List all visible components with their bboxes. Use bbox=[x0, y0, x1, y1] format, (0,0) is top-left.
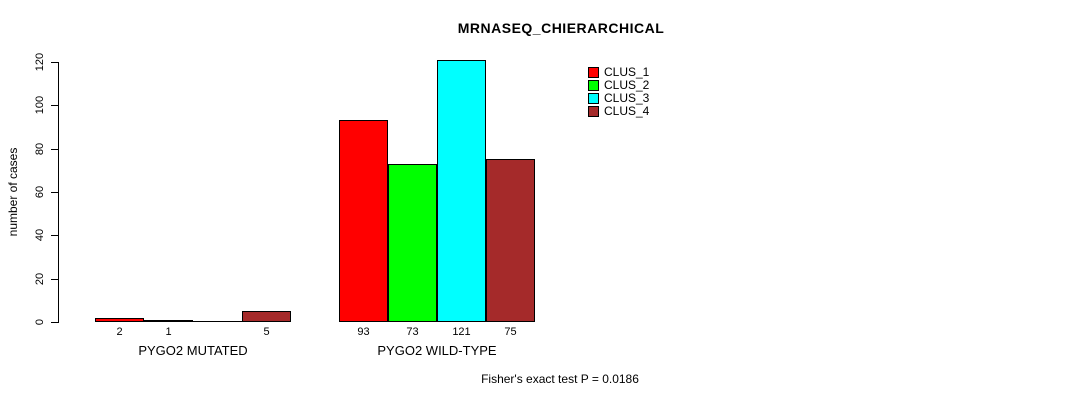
bar-value-label-clus-3-pygo2-wild-type: 121 bbox=[452, 326, 471, 338]
y-tick-label-100: 100 bbox=[34, 95, 46, 115]
legend-swatch-clus-4 bbox=[588, 106, 599, 117]
y-tick-mark-60 bbox=[51, 192, 58, 193]
legend-label-clus-3: CLUS_3 bbox=[604, 91, 650, 105]
y-axis-title: number of cases bbox=[6, 147, 20, 237]
legend-label-clus-4: CLUS_4 bbox=[604, 104, 650, 118]
y-tick-label-40: 40 bbox=[34, 228, 46, 242]
bar-clus-3-pygo2-mutated bbox=[193, 321, 242, 322]
y-tick-label-60: 60 bbox=[34, 185, 46, 199]
legend-label-clus-2: CLUS_2 bbox=[604, 78, 650, 92]
bar-clus-2-pygo2-mutated bbox=[144, 320, 193, 322]
legend-swatch-clus-3 bbox=[588, 93, 599, 104]
bar-clus-3-pygo2-wild-type bbox=[437, 60, 486, 322]
bar-value-label-clus-2-pygo2-mutated: 1 bbox=[165, 326, 172, 338]
y-tick-label-80: 80 bbox=[34, 142, 46, 156]
fisher-test-annotation: Fisher's exact test P = 0.0186 bbox=[481, 372, 639, 386]
y-tick-mark-120 bbox=[51, 62, 58, 63]
y-tick-mark-80 bbox=[51, 149, 58, 150]
bar-value-label-clus-4-pygo2-mutated: 5 bbox=[263, 326, 270, 338]
y-axis-line bbox=[58, 62, 59, 323]
y-tick-label-20: 20 bbox=[34, 272, 46, 286]
y-tick-mark-40 bbox=[51, 235, 58, 236]
legend-label-clus-1: CLUS_1 bbox=[604, 65, 650, 79]
bar-value-label-clus-2-pygo2-wild-type: 73 bbox=[406, 326, 419, 338]
bar-value-label-clus-1-pygo2-wild-type: 93 bbox=[357, 326, 370, 338]
y-tick-mark-20 bbox=[51, 279, 58, 280]
y-tick-label-120: 120 bbox=[34, 52, 46, 72]
bar-value-label-clus-4-pygo2-wild-type: 75 bbox=[504, 326, 517, 338]
bar-clus-1-pygo2-mutated bbox=[95, 318, 144, 322]
bar-value-label-clus-1-pygo2-mutated: 2 bbox=[116, 326, 123, 338]
bar-clus-4-pygo2-mutated bbox=[242, 311, 291, 322]
y-tick-mark-100 bbox=[51, 105, 58, 106]
group-label-pygo2-wild-type: PYGO2 WILD-TYPE bbox=[377, 343, 497, 358]
legend-swatch-clus-1 bbox=[588, 67, 599, 78]
chart-title: MRNASEQ_CHIERARCHICAL bbox=[457, 20, 665, 36]
y-tick-label-0: 0 bbox=[34, 318, 46, 326]
bar-clus-2-pygo2-wild-type bbox=[388, 164, 437, 322]
bar-clus-4-pygo2-wild-type bbox=[486, 159, 535, 322]
y-tick-mark-0 bbox=[51, 322, 58, 323]
group-label-pygo2-mutated: PYGO2 MUTATED bbox=[138, 343, 248, 358]
legend-swatch-clus-2 bbox=[588, 80, 599, 91]
bar-clus-1-pygo2-wild-type bbox=[339, 120, 388, 322]
